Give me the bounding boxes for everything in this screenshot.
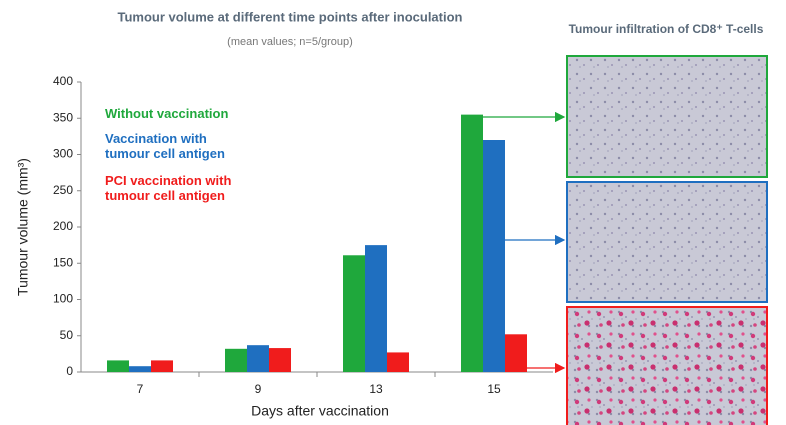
- legend-entry: PCI vaccination with tumour cell antigen: [105, 173, 232, 203]
- x-tick-label: 7: [137, 382, 144, 396]
- y-tick-label: 100: [53, 292, 73, 306]
- bar: [151, 360, 173, 372]
- bar: [461, 114, 483, 372]
- y-axis-label: Tumour volume (mm³): [15, 158, 31, 296]
- bar: [365, 245, 387, 372]
- x-axis-label: Days after vaccination: [251, 403, 389, 419]
- bar: [107, 360, 129, 372]
- legend-entry: Vaccination with tumour cell antigen: [105, 131, 225, 161]
- bar: [387, 352, 409, 372]
- y-tick-label: 300: [53, 147, 73, 161]
- y-tick-label: 0: [66, 364, 73, 378]
- chart-title: Tumour volume at different time points a…: [117, 9, 462, 24]
- y-tick-label: 250: [53, 183, 73, 197]
- bar: [505, 334, 527, 372]
- tissue-image: [566, 306, 768, 425]
- image-title: Tumour infiltration of CD8⁺ T-cells: [569, 22, 764, 36]
- y-tick-label: 350: [53, 110, 73, 124]
- y-tick-label: 50: [60, 328, 74, 342]
- tissue-image: [566, 55, 768, 178]
- x-tick-label: 9: [255, 382, 262, 396]
- x-tick-label: 15: [487, 382, 501, 396]
- chart-subtitle: (mean values; n=5/group): [227, 36, 353, 48]
- bar: [483, 140, 505, 372]
- bar: [247, 345, 269, 372]
- x-tick-label: 13: [369, 382, 383, 396]
- tissue-image: [566, 181, 768, 303]
- bar: [269, 348, 291, 372]
- legend-entry: Without vaccination: [105, 106, 229, 121]
- y-tick-label: 200: [53, 219, 73, 233]
- bar: [343, 255, 365, 372]
- bar: [225, 348, 247, 372]
- bar: [129, 366, 151, 372]
- y-tick-label: 150: [53, 255, 73, 269]
- y-tick-label: 400: [53, 74, 73, 88]
